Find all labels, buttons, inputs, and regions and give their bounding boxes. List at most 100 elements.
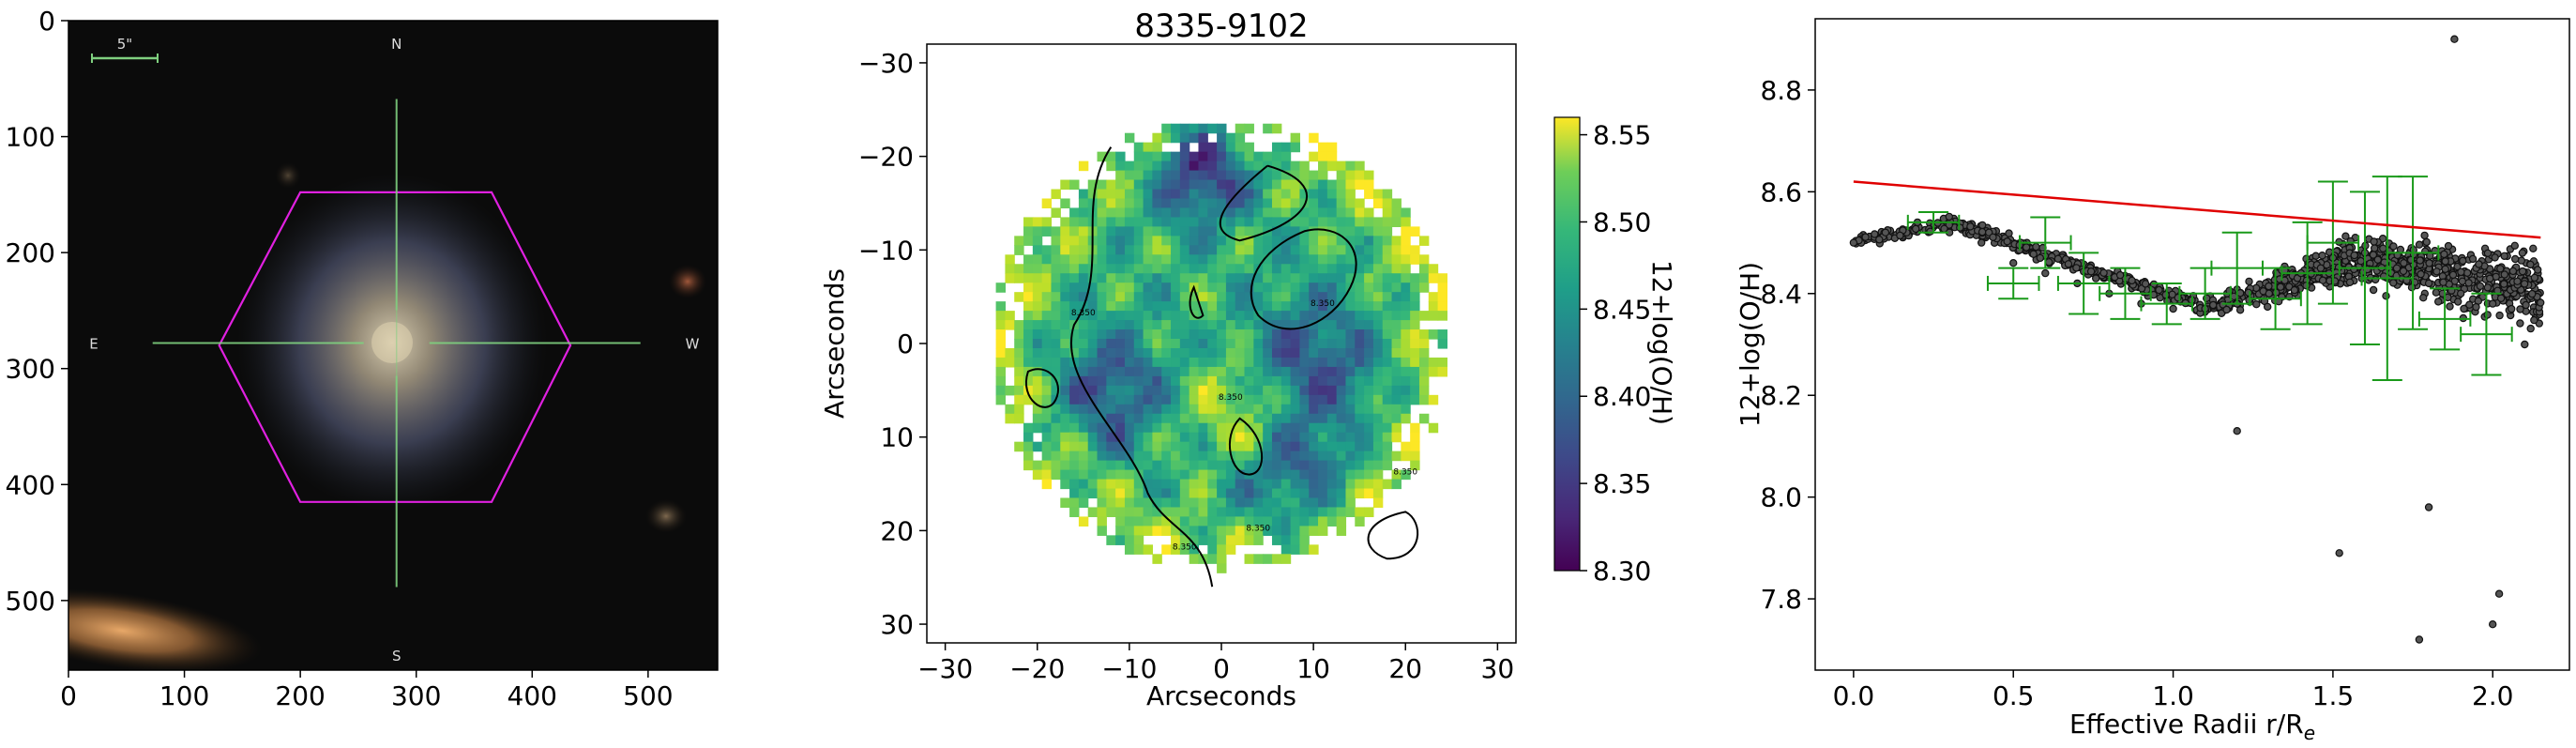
map-pixel (1097, 375, 1107, 387)
x-tick-label: 30 (1481, 653, 1515, 684)
map-pixel (1309, 385, 1319, 396)
map-pixel (1005, 413, 1015, 424)
map-pixel (1198, 516, 1208, 527)
map-pixel (1244, 526, 1254, 536)
map-pixel (1171, 245, 1181, 255)
map-pixel (1060, 422, 1070, 434)
map-pixel (1087, 273, 1099, 283)
map-pixel (995, 320, 1006, 330)
scatter-point (2527, 289, 2537, 298)
map-pixel (1087, 311, 1099, 321)
map-pixel (1225, 160, 1236, 172)
map-pixel (1171, 526, 1181, 536)
map-pixel (1318, 311, 1328, 321)
map-pixel (1171, 366, 1181, 377)
map-pixel (1355, 226, 1365, 237)
galaxy-image (68, 21, 718, 670)
galaxy-core (371, 322, 413, 363)
map-pixel (1152, 516, 1162, 527)
map-pixel (1106, 179, 1116, 191)
map-pixel (1171, 469, 1181, 481)
map-pixel (1364, 347, 1374, 359)
map-pixel (1133, 366, 1144, 377)
map-pixel (1179, 329, 1190, 340)
foreground-object (68, 588, 262, 670)
map-pixel (1060, 394, 1070, 405)
map-pixel (1299, 497, 1310, 509)
map-pixel (1299, 282, 1310, 293)
map-pixel (1078, 413, 1089, 424)
map-pixel (1097, 357, 1107, 368)
map-pixel (1244, 441, 1254, 452)
y-tick-label: 30 (880, 609, 914, 640)
map-pixel (1263, 450, 1273, 462)
map-pixel (1133, 198, 1144, 209)
scatter-xlabel: Effective Radii r/Re (2069, 709, 2315, 744)
map-pixel (1152, 385, 1162, 396)
map-pixel (1299, 245, 1310, 255)
map-pixel (1253, 488, 1264, 499)
map-pixel (1355, 170, 1365, 181)
map-pixel (1244, 339, 1254, 349)
map-pixel (1280, 151, 1292, 162)
map-pixel (1382, 460, 1393, 471)
map-pixel (1309, 544, 1319, 555)
map-pixel (1207, 404, 1218, 415)
map-pixel (1207, 450, 1218, 462)
map-pixel (1097, 217, 1107, 227)
map-pixel (1244, 170, 1254, 181)
map-pixel (1263, 385, 1273, 396)
map-pixel (1051, 339, 1061, 349)
map-pixel (1032, 375, 1043, 387)
map-pixel (1060, 217, 1070, 227)
map-pixel (1051, 207, 1061, 219)
map-pixel (1364, 264, 1374, 274)
map-pixel (1171, 198, 1181, 209)
map-pixel (1179, 123, 1190, 134)
map-pixel (1179, 385, 1190, 396)
map-pixel (1280, 142, 1292, 153)
map-pixel (1401, 217, 1411, 227)
map-pixel (1235, 469, 1246, 481)
map-pixel (1161, 432, 1172, 443)
map-pixel (1290, 422, 1300, 434)
map-pixel (1069, 347, 1080, 359)
map-pixel (1217, 207, 1227, 219)
map-pixel (1355, 413, 1365, 424)
map-pixel (1263, 123, 1273, 134)
map-pixel (1309, 469, 1319, 481)
map-pixel (1336, 236, 1347, 246)
map-pixel (1198, 320, 1208, 330)
y-tick-label: 20 (880, 515, 914, 546)
map-pixel (1309, 151, 1319, 162)
map-pixel (1326, 264, 1338, 274)
map-pixel (1207, 226, 1218, 237)
map-pixel (1225, 544, 1236, 555)
map-pixel (1152, 170, 1162, 181)
map-pixel (1124, 273, 1135, 283)
map-pixel (1152, 226, 1162, 237)
y-tick-label: 400 (6, 469, 55, 500)
map-pixel (1235, 375, 1246, 387)
map-pixel (1124, 526, 1135, 536)
map-pixel (1078, 273, 1089, 283)
map-pixel (1410, 432, 1420, 443)
map-pixel (1051, 329, 1061, 340)
map-pixel (1198, 394, 1208, 405)
map-pixel (1318, 507, 1328, 518)
x-tick-label: 200 (275, 680, 325, 711)
map-pixel (1133, 347, 1144, 359)
map-pixel (1290, 264, 1300, 274)
map-pixel (1078, 339, 1089, 349)
map-pixel (1207, 179, 1218, 191)
map-pixel (1336, 469, 1347, 481)
map-pixel (1235, 357, 1246, 368)
scatter-point (2217, 309, 2226, 317)
map-pixel (1124, 432, 1135, 443)
map-pixel (1280, 189, 1292, 200)
map-pixel (1391, 329, 1402, 340)
map-pixel (1207, 245, 1218, 255)
map-pixel (1198, 292, 1208, 302)
map-pixel (1410, 347, 1420, 359)
